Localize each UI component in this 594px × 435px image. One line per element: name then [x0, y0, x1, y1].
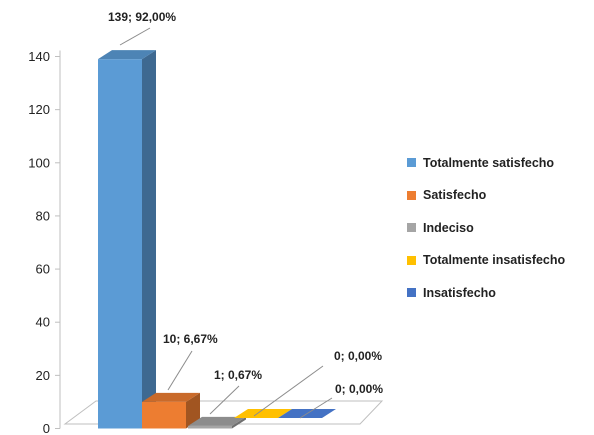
data-labels: 139; 92,00% 10; 6,67% 1; 0,67% 0; 0,00% 0; 0… [108, 10, 383, 419]
bar [142, 392, 200, 429]
legend-item: Totalmente insatisfecho [407, 253, 565, 268]
legend-swatch [407, 158, 416, 167]
data-label: 10; 6,67% [163, 332, 218, 346]
y-tick-label: 80 [36, 208, 50, 223]
legend-swatch [407, 255, 416, 265]
legend-item: Insatisfecho [407, 285, 565, 300]
leader-line [299, 397, 333, 419]
leader-line [119, 27, 151, 46]
bars [98, 50, 336, 429]
legend-swatch [407, 288, 416, 298]
bar [234, 409, 292, 418]
bar-top [142, 392, 200, 402]
data-label: 1; 0,67% [214, 368, 262, 382]
y-tick-label: 140 [28, 49, 50, 64]
legend-item: Totalmente satisfecho [407, 155, 565, 170]
legend-label: Totalmente insatisfecho [423, 253, 566, 268]
legend-label: Indeciso [423, 220, 474, 235]
bar-front [98, 59, 142, 429]
bar-top [188, 416, 246, 426]
legend: Totalmente satisfecho Satisfecho Indeciso T… [407, 155, 565, 318]
legend-swatch [407, 223, 416, 233]
bar [98, 50, 156, 429]
bar-front [188, 425, 232, 429]
bar-top [98, 50, 156, 60]
y-tick-label: 0 [43, 421, 50, 435]
data-label: 0; 0,00% [335, 382, 383, 396]
data-label: 139; 92,00% [108, 10, 176, 24]
bar-side [142, 50, 156, 429]
bar-top [234, 409, 292, 418]
data-label: 0; 0,00% [334, 349, 382, 363]
legend-label: Totalmente satisfecho [423, 155, 555, 170]
legend-label: Satisfecho [423, 188, 487, 203]
leader-line [209, 385, 240, 415]
y-tick-label: 20 [36, 368, 50, 383]
legend-label: Insatisfecho [423, 285, 496, 300]
bar-front [142, 401, 186, 429]
bar-side [232, 416, 246, 429]
bar-side [186, 392, 200, 429]
leader-line [167, 350, 193, 391]
leader-line [253, 365, 324, 417]
y-axis: 0 20 40 60 80 100 120 140 [28, 49, 61, 435]
legend-swatch [407, 190, 416, 200]
y-tick-label: 60 [36, 262, 50, 277]
legend-item: Satisfecho [407, 188, 565, 203]
y-tick-label: 120 [28, 102, 50, 117]
y-tick-label: 100 [28, 155, 50, 170]
y-tick-label: 40 [36, 315, 50, 330]
legend-item: Indeciso [407, 220, 565, 235]
bar [188, 416, 246, 429]
